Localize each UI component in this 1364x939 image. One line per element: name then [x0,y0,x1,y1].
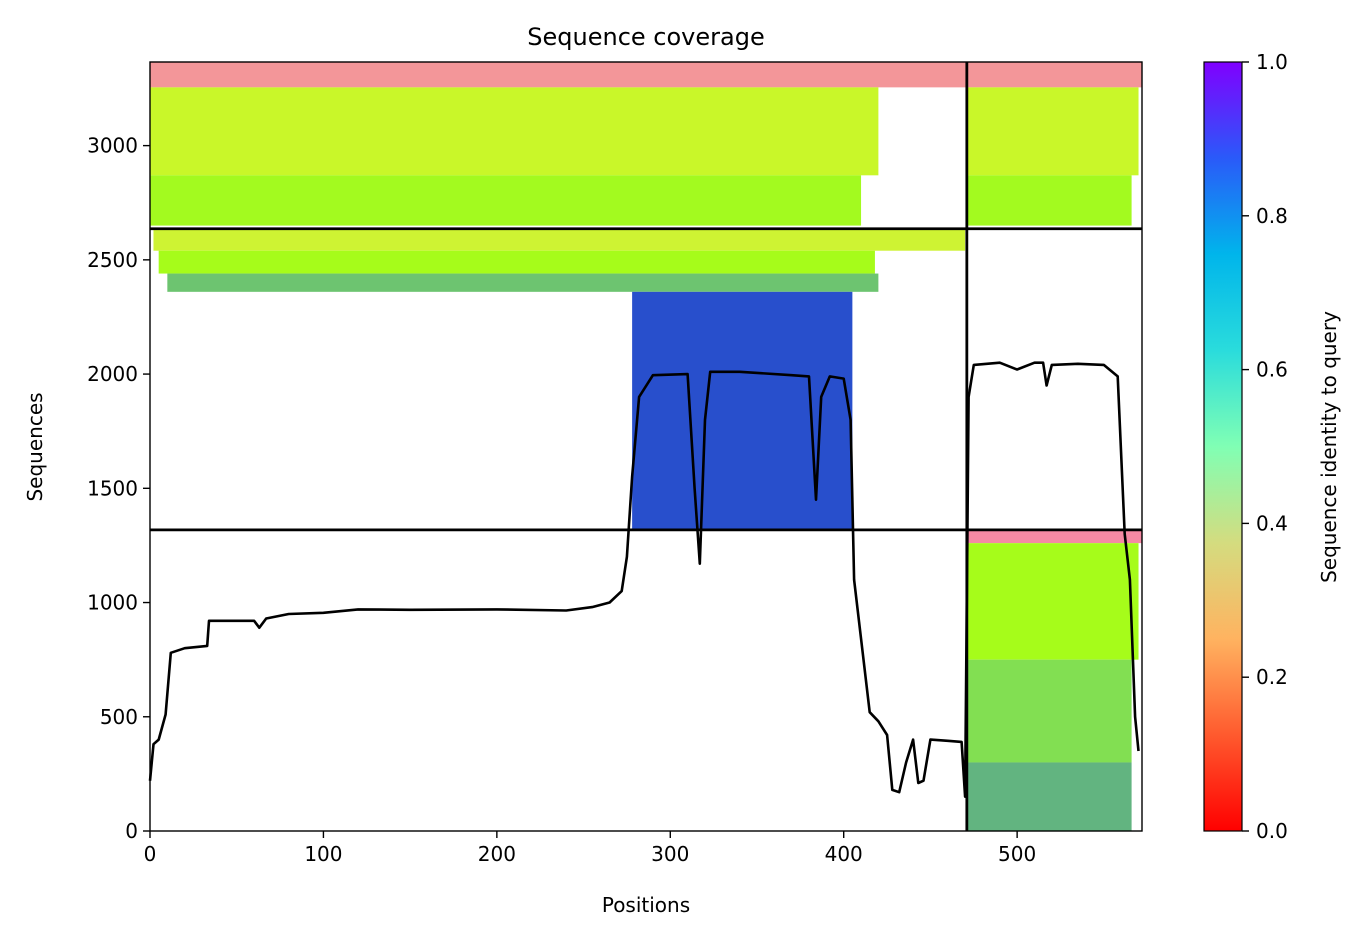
x-tick-label: 0 [144,842,157,866]
colorbar [1203,61,1243,832]
coverage-band [150,175,862,226]
coverage-band [150,87,879,176]
coverage-band [966,175,1132,226]
coverage-line-layer [148,361,1140,799]
x-axis: 0 100 200 300 400 500 [144,831,1036,866]
colorbar-tick-label: 1.0 [1256,50,1288,74]
colorbar-tick-label: 0.0 [1256,819,1288,843]
colorbar-tick-label: 0.4 [1256,511,1288,535]
coverage-heatmap [150,62,1142,831]
chart-title: Sequence coverage [527,23,764,51]
y-tick-label: 2500 [87,248,138,272]
coverage-band [966,87,1139,176]
coverage-band [153,228,966,251]
colorbar-tick-label: 0.8 [1256,204,1288,228]
coverage-band [167,273,879,292]
x-tick-label: 100 [304,842,342,866]
colorbar-ticks: 0.0 0.2 0.4 0.6 0.8 1.0 [1242,50,1288,843]
coverage-band [966,762,1132,831]
x-tick-label: 200 [478,842,516,866]
coverage-band [150,62,967,88]
colorbar-tick-label: 0.2 [1256,665,1288,689]
y-tick-label: 1500 [87,476,138,500]
colorbar-label: Sequence identity to query [1317,311,1341,583]
coverage-line [148,361,1140,799]
x-tick-label: 500 [998,842,1036,866]
x-axis-label: Positions [602,893,690,917]
y-tick-label: 1000 [87,591,138,615]
y-axis-label: Sequences [23,392,47,501]
coverage-band [966,62,1142,88]
colorbar-tick-label: 0.6 [1256,358,1288,382]
coverage-band [966,659,1132,763]
y-axis: 0 500 1000 1500 2000 2500 3000 [87,134,150,843]
x-tick-label: 400 [825,842,863,866]
x-tick-label: 300 [651,842,689,866]
y-tick-label: 0 [125,819,138,843]
plot-frame [149,61,1143,832]
coverage-band [158,250,875,274]
coverage-band [966,529,1142,544]
coverage-band [966,543,1139,660]
y-tick-label: 3000 [87,134,138,158]
y-tick-label: 500 [100,705,138,729]
y-tick-label: 2000 [87,362,138,386]
